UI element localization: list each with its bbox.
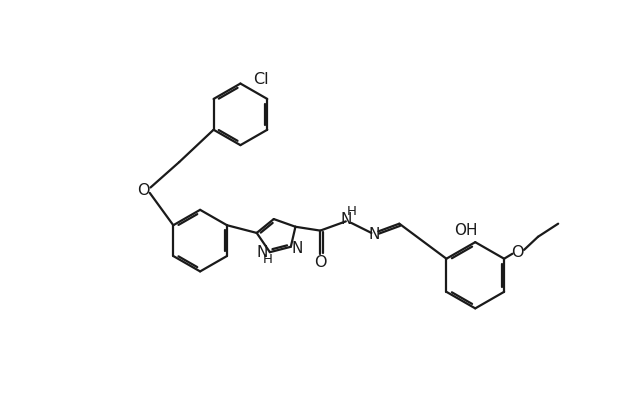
Text: N: N xyxy=(257,245,268,260)
Text: O: O xyxy=(138,183,150,198)
Text: N: N xyxy=(340,212,351,227)
Text: Cl: Cl xyxy=(253,72,268,87)
Text: O: O xyxy=(511,245,524,260)
Text: OH: OH xyxy=(454,223,477,238)
Text: H: H xyxy=(347,205,357,218)
Text: O: O xyxy=(314,255,326,270)
Text: N: N xyxy=(368,227,380,242)
Text: H: H xyxy=(262,253,273,266)
Text: N: N xyxy=(291,241,303,256)
